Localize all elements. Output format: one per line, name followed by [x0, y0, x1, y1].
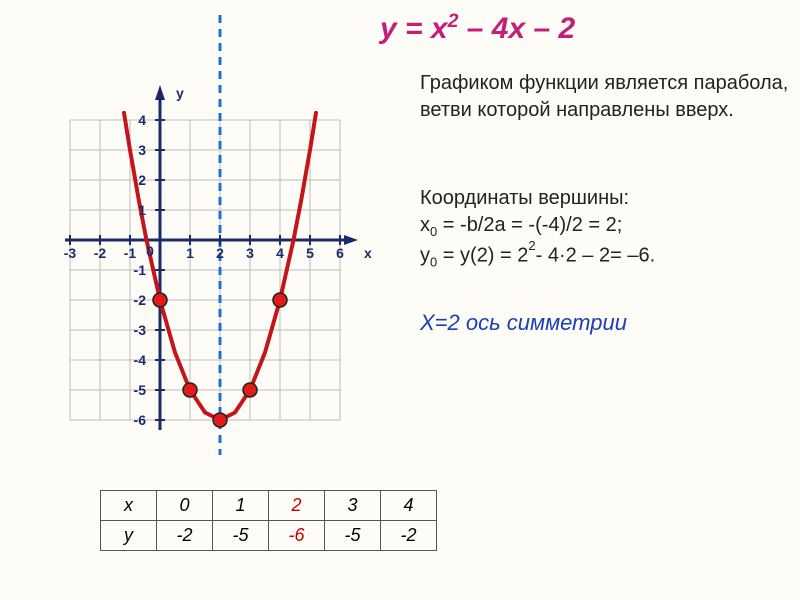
svg-text:-2: -2 [134, 292, 147, 308]
table-cell-x-0: 0 [157, 491, 213, 521]
svg-text:1: 1 [186, 245, 194, 261]
svg-text:2: 2 [138, 172, 146, 188]
chart-svg: -3 -2 -1 1 2 3 4 5 6 -6 -5 -4 -3 -2 -1 1 2 3 4 0 х у [10, 10, 390, 460]
table-cell-x-3: 3 [325, 491, 381, 521]
svg-text:5: 5 [306, 245, 314, 261]
vertex-line3-mid: = у(2) = 2 [437, 244, 528, 266]
parabola-chart: -3 -2 -1 1 2 3 4 5 6 -6 -5 -4 -3 -2 -1 1 2 3 4 0 х у [10, 10, 390, 460]
table-cell-y-1: -5 [213, 521, 269, 551]
vertex-line2-pre: х [420, 214, 430, 236]
svg-text:6: 6 [336, 245, 344, 261]
symmetry-line: Х=2 ось симметрии [420, 310, 627, 336]
vertex-line3-pre: у [420, 244, 430, 266]
svg-text:4: 4 [276, 245, 284, 261]
vertex-line3-sup: 2 [528, 238, 535, 253]
vertex-line3-post: - 4·2 – 2= –6. [536, 244, 656, 266]
svg-text:х: х [364, 245, 372, 261]
table-header-y: y [101, 521, 157, 551]
svg-text:-5: -5 [134, 382, 147, 398]
vertex-paragraph: Координаты вершины: х0 = -b/2a = -(-4)/2… [420, 185, 800, 271]
eq-rhs: – 4х – 2 [458, 12, 575, 45]
svg-text:-1: -1 [124, 245, 137, 261]
value-table: x01234y-2-5-6-5-2 [100, 490, 437, 551]
svg-text:1: 1 [138, 202, 146, 218]
svg-text:-2: -2 [94, 245, 107, 261]
description-paragraph: Графиком функции является парабола, ветв… [420, 70, 790, 124]
svg-text:-4: -4 [134, 352, 147, 368]
table-cell-y-2: -6 [269, 521, 325, 551]
svg-text:-1: -1 [134, 262, 147, 278]
table-cell-y-4: -2 [381, 521, 437, 551]
table-header-x: x [101, 491, 157, 521]
table-cell-y-0: -2 [157, 521, 213, 551]
equation-title: у = х2 – 4х – 2 [380, 10, 575, 46]
svg-text:3: 3 [138, 142, 146, 158]
eq-exp: 2 [448, 10, 459, 32]
svg-text:-3: -3 [134, 322, 147, 338]
table-cell-y-3: -5 [325, 521, 381, 551]
vertex-line1: Координаты вершины: [420, 187, 629, 209]
table-cell-x-1: 1 [213, 491, 269, 521]
svg-text:0: 0 [146, 243, 154, 259]
table-cell-x-4: 4 [381, 491, 437, 521]
svg-text:4: 4 [138, 112, 146, 128]
vertex-line2-post: = -b/2a = -(-4)/2 = 2; [437, 214, 622, 236]
svg-text:-3: -3 [64, 245, 77, 261]
svg-text:у: у [176, 85, 184, 101]
para1-text: Графиком функции является парабола, ветв… [420, 72, 788, 121]
table-cell-x-2: 2 [269, 491, 325, 521]
svg-text:-6: -6 [134, 412, 147, 428]
svg-text:3: 3 [246, 245, 254, 261]
eq-lhs: у = х [380, 12, 448, 45]
svg-text:2: 2 [216, 245, 224, 261]
